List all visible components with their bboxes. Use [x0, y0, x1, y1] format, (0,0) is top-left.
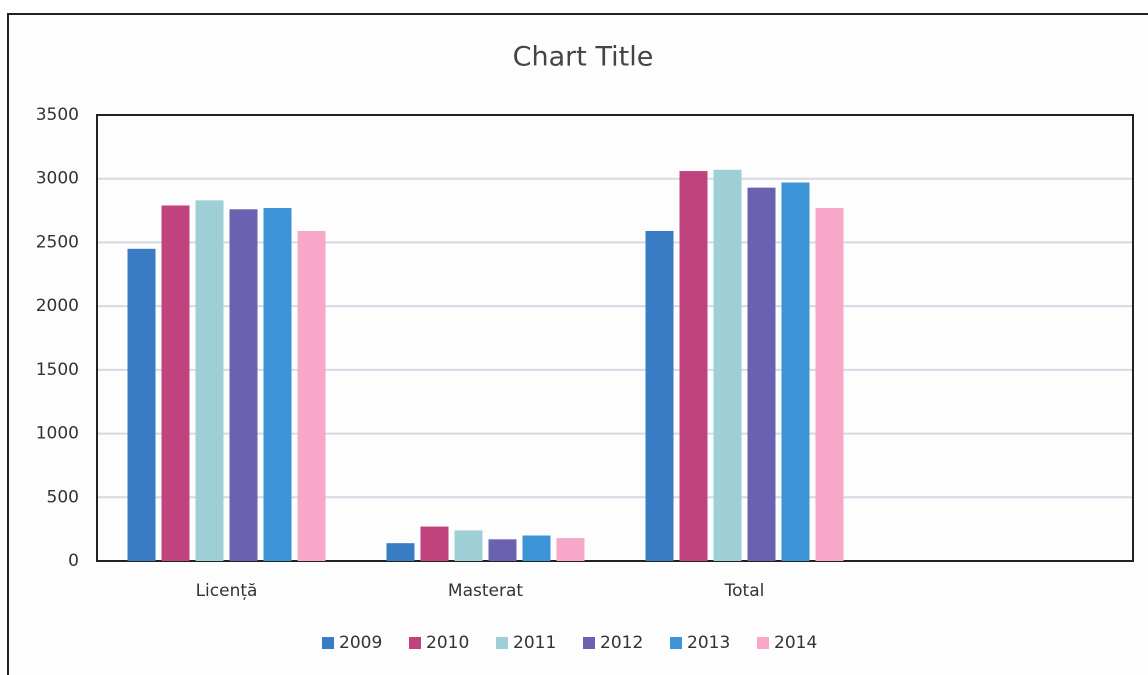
y-tick-label: 2000	[36, 296, 79, 316]
bar	[713, 169, 742, 561]
bar	[386, 543, 415, 561]
legend-label: 2013	[687, 633, 730, 653]
bar	[747, 187, 776, 562]
legend-swatch	[409, 637, 421, 649]
bar	[645, 230, 674, 561]
bar	[781, 182, 810, 561]
bar	[815, 208, 844, 561]
plot-area	[96, 114, 1134, 562]
legend-swatch	[670, 637, 682, 649]
legend-swatch	[322, 637, 334, 649]
y-tick-label: 1000	[36, 424, 79, 444]
bar	[161, 205, 190, 561]
y-tick-label: 1500	[36, 360, 79, 380]
bar	[556, 538, 585, 561]
bar	[454, 530, 483, 561]
legend-swatch	[496, 637, 508, 649]
bar	[679, 171, 708, 561]
x-tick-label: Masterat	[448, 581, 523, 601]
bar	[522, 535, 551, 561]
bar	[195, 200, 224, 561]
bar	[420, 526, 449, 561]
x-tick-label: Total	[724, 581, 765, 601]
bar	[263, 208, 292, 561]
y-tick-label: 3500	[36, 105, 79, 125]
legend-swatch	[757, 637, 769, 649]
y-tick-label: 3000	[36, 169, 79, 189]
y-tick-label: 0	[68, 551, 79, 571]
legend-swatch	[583, 637, 595, 649]
bar	[127, 248, 156, 562]
y-tick-label: 500	[47, 487, 79, 507]
bar	[229, 209, 258, 561]
legend-label: 2014	[774, 633, 817, 653]
legend-label: 2011	[513, 633, 556, 653]
chart-title: Chart Title	[513, 42, 654, 73]
legend-label: 2012	[600, 633, 643, 653]
legend-label: 2010	[426, 633, 469, 653]
bar	[297, 230, 326, 561]
bar	[488, 539, 517, 561]
legend-label: 2009	[339, 633, 382, 653]
y-tick-label: 2500	[36, 232, 79, 252]
x-tick-label: Licență	[196, 581, 258, 601]
